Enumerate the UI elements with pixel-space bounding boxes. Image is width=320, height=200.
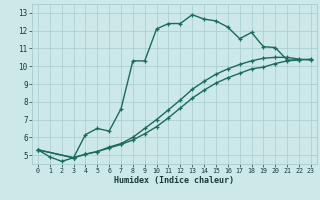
X-axis label: Humidex (Indice chaleur): Humidex (Indice chaleur) <box>115 176 234 185</box>
